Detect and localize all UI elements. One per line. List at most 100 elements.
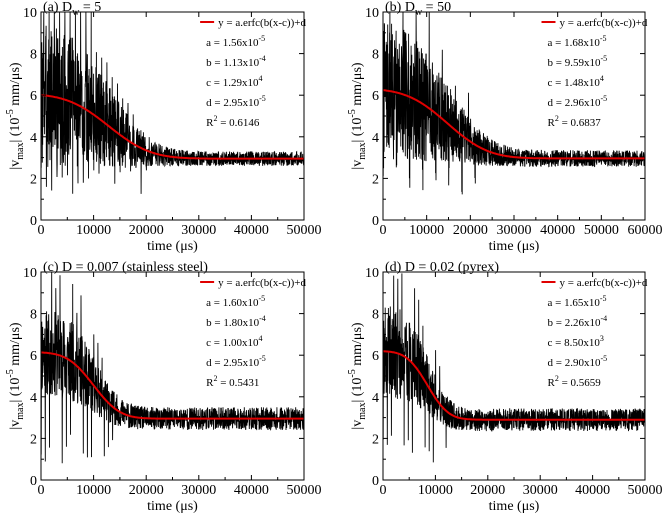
- r2-label: R: [206, 117, 214, 129]
- y-axis-label: |vmax| (10-5 mm/μs): [347, 62, 368, 169]
- r-squared: R2 = 0.6146: [206, 114, 260, 129]
- x-tick-label: 20000: [470, 483, 505, 498]
- param-exponent: -5: [600, 354, 607, 363]
- signal-series: [383, 12, 645, 195]
- r2-exponent: 2: [213, 374, 217, 383]
- r-squared: R2 = 0.6837: [548, 114, 602, 129]
- y-label-part: mm/μs): [8, 62, 23, 109]
- param-exponent: -5: [600, 34, 607, 43]
- param-exponent: -4: [259, 54, 266, 63]
- param-mantissa: d = 2.95x10: [206, 97, 259, 109]
- param-exponent: -5: [600, 94, 607, 103]
- fit-param: d = 2.95x10-5: [206, 354, 266, 369]
- y-tick-label: 0: [30, 474, 37, 489]
- x-tick-label: 30000: [523, 483, 558, 498]
- param-exponent: -5: [600, 294, 607, 303]
- param-mantissa: b = 9.59x10: [548, 57, 601, 69]
- r2-value: = 0.6837: [559, 117, 601, 129]
- param-exponent: -5: [600, 54, 607, 63]
- title-part: (b) D: [385, 0, 415, 15]
- r2-label: R: [548, 117, 556, 129]
- panel-d: 0 10000 20000 30000 40000 50000 0 2 4 6 8 10 time (μ…: [347, 260, 663, 514]
- x-axis-label: time (μs): [147, 239, 198, 254]
- x-tick-label: 0: [380, 223, 387, 238]
- param-exponent: 4: [600, 74, 604, 83]
- y-label-sub: max: [357, 143, 368, 160]
- fit-curve: [40, 94, 304, 160]
- y-tick-label: 6: [372, 89, 379, 104]
- param-exponent: -5: [259, 354, 266, 363]
- y-label-part: | (10: [350, 118, 365, 143]
- x-tick-label: 0: [380, 483, 387, 498]
- param-mantissa: a = 1.65x10: [548, 297, 601, 309]
- x-tick-label: 40000: [234, 483, 269, 498]
- fit-param: b = 1.80x10-4: [206, 314, 266, 329]
- title-part: (c) D = 0.007 (stainless steel): [43, 260, 208, 275]
- y-label-sub: max: [15, 403, 26, 420]
- param-mantissa: c = 8.50x10: [548, 337, 601, 349]
- x-tick-label: 0: [38, 223, 45, 238]
- y-tick-label: 4: [30, 131, 37, 146]
- y-label-part: | (10: [8, 378, 23, 403]
- y-tick-label: 6: [372, 349, 379, 364]
- legend-label: y = a.erfc(b(x-c))+d: [218, 17, 306, 29]
- fit-param: b = 2.26x10-4: [548, 314, 608, 329]
- param-mantissa: b = 2.26x10: [548, 317, 601, 329]
- param-mantissa: a = 1.56x10: [206, 37, 259, 49]
- y-tick-label: 2: [372, 172, 379, 187]
- x-axis-label: time (μs): [489, 239, 540, 254]
- y-label-exp: -5: [347, 369, 358, 377]
- x-tick-label: 50000: [287, 483, 322, 498]
- x-tick-label: 30000: [181, 483, 216, 498]
- fit-param: b = 9.59x10-5: [548, 54, 608, 69]
- x-tick-label: 0: [38, 483, 45, 498]
- panel-a: 0 10000 20000 30000 40000 50000 0 2 4 6 8 10 time (μ…: [5, 0, 322, 254]
- r-squared: R2 = 0.5659: [548, 374, 602, 389]
- fit-param: d = 2.90x10-5: [548, 354, 608, 369]
- y-tick-label: 4: [30, 391, 37, 406]
- param-exponent: -5: [259, 94, 266, 103]
- fit-param: d = 2.95x10-5: [206, 94, 266, 109]
- x-tick-label: 50000: [584, 223, 619, 238]
- fit-curve: [382, 89, 645, 160]
- panel-c: 0 10000 20000 30000 40000 50000 0 2 4 6 8 10 time (μ…: [5, 260, 322, 514]
- y-label-exp: -5: [5, 369, 16, 377]
- fit-param: c = 1.29x104: [206, 74, 262, 89]
- y-label-exp: -5: [347, 109, 358, 117]
- param-exponent: -5: [258, 34, 265, 43]
- x-tick-label: 50000: [628, 483, 663, 498]
- param-exponent: 4: [258, 74, 262, 83]
- param-exponent: -5: [258, 294, 265, 303]
- fit-param: a = 1.68x10-5: [548, 34, 607, 49]
- title-part: (d) D = 0.02 (pyrex): [385, 260, 499, 275]
- title-sub: w: [72, 7, 80, 18]
- x-tick-label: 10000: [418, 483, 453, 498]
- param-mantissa: d = 2.96x10: [548, 97, 601, 109]
- panel-title: (a) Dw = 5: [43, 0, 101, 18]
- y-tick-label: 10: [365, 6, 379, 21]
- param-mantissa: c = 1.29x10: [206, 77, 259, 89]
- fit-param: c = 1.00x104: [206, 334, 262, 349]
- x-tick-label: 40000: [575, 483, 610, 498]
- y-axis-label: |vmax| (10-5 mm/μs): [5, 322, 26, 429]
- param-exponent: 3: [600, 334, 604, 343]
- y-axis-label: |vmax| (10-5 mm/μs): [5, 62, 26, 169]
- param-mantissa: d = 2.90x10: [548, 357, 601, 369]
- y-label-part: |v: [8, 420, 23, 430]
- y-tick-label: 0: [30, 214, 37, 229]
- r2-value: = 0.5659: [559, 377, 601, 389]
- y-tick-label: 8: [372, 48, 379, 63]
- fit-param: c = 8.50x103: [548, 334, 604, 349]
- x-tick-label: 30000: [497, 223, 532, 238]
- x-axis-label: time (μs): [147, 499, 198, 514]
- legend-label: y = a.erfc(b(x-c))+d: [218, 277, 306, 289]
- fit-param: a = 1.56x10-5: [206, 34, 265, 49]
- fit-param: c = 1.48x104: [548, 74, 604, 89]
- r2-exponent: 2: [555, 114, 559, 123]
- x-tick-label: 10000: [76, 483, 111, 498]
- y-tick-label: 2: [372, 432, 379, 447]
- x-tick-label: 60000: [628, 223, 663, 238]
- r2-value: = 0.6146: [217, 117, 259, 129]
- y-tick-label: 6: [30, 89, 37, 104]
- x-tick-label: 50000: [287, 223, 322, 238]
